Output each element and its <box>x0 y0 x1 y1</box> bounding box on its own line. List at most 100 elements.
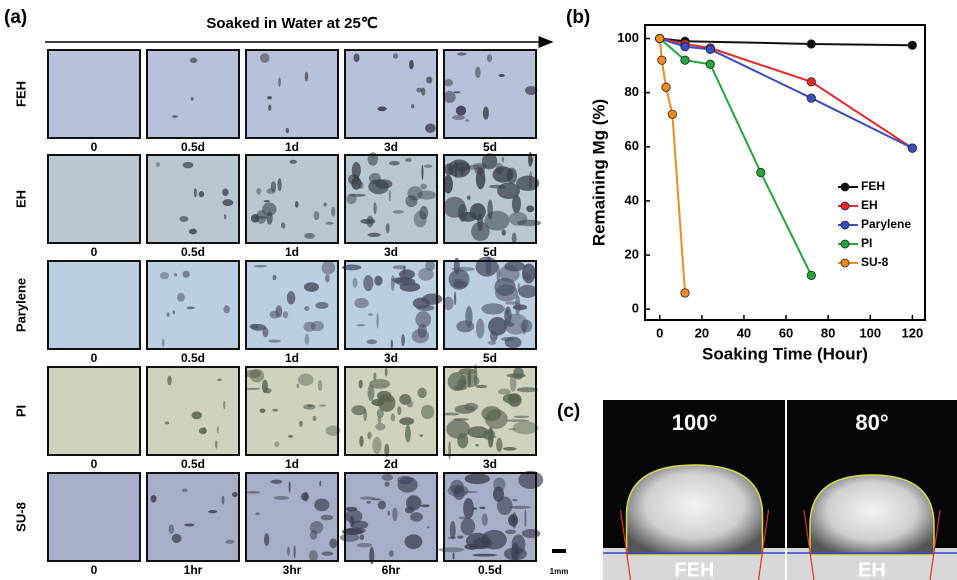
corrosion-spot <box>250 369 264 383</box>
corrosion-spot <box>367 339 377 344</box>
corrosion-spot <box>215 440 218 448</box>
legend-marker <box>841 221 849 229</box>
corrosion-spot <box>506 308 510 315</box>
corrosion-spot <box>389 550 394 557</box>
corrosion-spot <box>278 77 281 86</box>
time-label: 0.5d <box>478 563 502 577</box>
corrosion-spot <box>289 160 296 164</box>
corrosion-spot <box>375 179 393 188</box>
corrosion-spot <box>246 491 260 494</box>
time-label: 1d <box>285 457 299 471</box>
corrosion-spot <box>271 181 276 192</box>
time-label: 3d <box>483 457 497 471</box>
corrosion-spot <box>217 426 219 433</box>
corrosion-spot <box>439 547 465 552</box>
corrosion-spot <box>310 530 317 540</box>
corrosion-spot <box>199 428 207 435</box>
time-label: 2d <box>384 457 398 471</box>
corrosion-spot <box>508 514 518 526</box>
time-label: 0 <box>91 457 98 471</box>
micrograph <box>147 473 239 561</box>
series-line <box>660 39 913 149</box>
corrosion-spot <box>189 229 197 235</box>
sample-label: FEH <box>675 559 715 580</box>
row-label: PI <box>13 405 28 417</box>
corrosion-spot <box>513 304 527 310</box>
sample-label: EH <box>858 559 886 580</box>
corrosion-spot <box>518 285 537 298</box>
corrosion-spot <box>425 123 436 132</box>
corrosion-spot <box>505 301 519 305</box>
corrosion-spot <box>464 544 478 550</box>
corrosion-spot <box>363 275 373 291</box>
micrograph <box>48 155 140 243</box>
corrosion-spot <box>262 380 268 393</box>
corrosion-spot <box>167 312 170 316</box>
corrosion-spot <box>264 533 269 546</box>
corrosion-spot <box>298 374 314 386</box>
corrosion-spot <box>275 442 280 447</box>
corrosion-spot <box>271 479 283 483</box>
time-label: 3d <box>384 140 398 154</box>
corrosion-spot <box>392 508 397 521</box>
corrosion-spot <box>399 394 411 405</box>
corrosion-spot <box>304 233 315 239</box>
corrosion-spot <box>485 256 491 275</box>
panel-label: (c) <box>557 401 580 422</box>
corrosion-spot <box>274 496 289 500</box>
corrosion-spot <box>399 417 414 425</box>
corrosion-spot <box>505 419 529 422</box>
time-label: 3d <box>384 351 398 365</box>
time-label: 1d <box>285 245 299 259</box>
corrosion-spot <box>304 306 309 311</box>
corrosion-spot <box>223 401 225 410</box>
micrograph <box>147 50 239 138</box>
corrosion-spot <box>457 535 464 538</box>
corrosion-spot <box>465 474 490 485</box>
corrosion-spot <box>264 200 270 202</box>
legend-label: FEH <box>861 179 885 193</box>
row-label: EH <box>13 190 28 208</box>
corrosion-spot <box>356 324 365 326</box>
legend-label: EH <box>861 198 878 212</box>
corrosion-spot <box>368 313 373 315</box>
corrosion-spot <box>267 96 272 99</box>
legend-marker <box>841 202 849 210</box>
corrosion-spot <box>222 496 225 505</box>
corrosion-spot <box>475 444 479 447</box>
corrosion-spot <box>488 341 497 345</box>
corrosion-spot <box>359 380 363 389</box>
corrosion-spot <box>444 197 466 218</box>
corrosion-spot <box>426 77 432 84</box>
corrosion-spot <box>314 498 329 511</box>
corrosion-spot <box>179 216 188 222</box>
corrosion-spot <box>416 305 434 311</box>
corrosion-spot <box>268 339 281 342</box>
corrosion-spot <box>190 58 197 64</box>
data-point <box>757 168 765 176</box>
corrosion-spot <box>418 388 427 398</box>
corrosion-spot <box>496 438 502 452</box>
legend-label: SU-8 <box>861 255 889 269</box>
corrosion-spot <box>223 305 230 313</box>
corrosion-spot <box>513 421 539 434</box>
corrosion-spot <box>378 500 386 509</box>
data-point <box>807 271 815 279</box>
micrograph <box>444 50 536 138</box>
legend-marker <box>841 240 849 248</box>
corrosion-spot <box>454 292 456 306</box>
data-point <box>706 45 714 53</box>
corrosion-spot <box>444 79 453 86</box>
corrosion-spot <box>357 543 372 547</box>
x-tick-label: 60 <box>779 325 793 340</box>
corrosion-spot <box>360 534 364 540</box>
corrosion-spot <box>245 388 260 390</box>
corrosion-spot <box>444 91 456 103</box>
corrosion-spot <box>278 178 282 191</box>
corrosion-spot <box>331 207 335 217</box>
corrosion-spot <box>405 425 411 443</box>
x-tick-label: 80 <box>821 325 835 340</box>
corrosion-spot <box>373 202 376 214</box>
corrosion-spot <box>326 222 334 225</box>
corrosion-spot <box>373 372 376 380</box>
